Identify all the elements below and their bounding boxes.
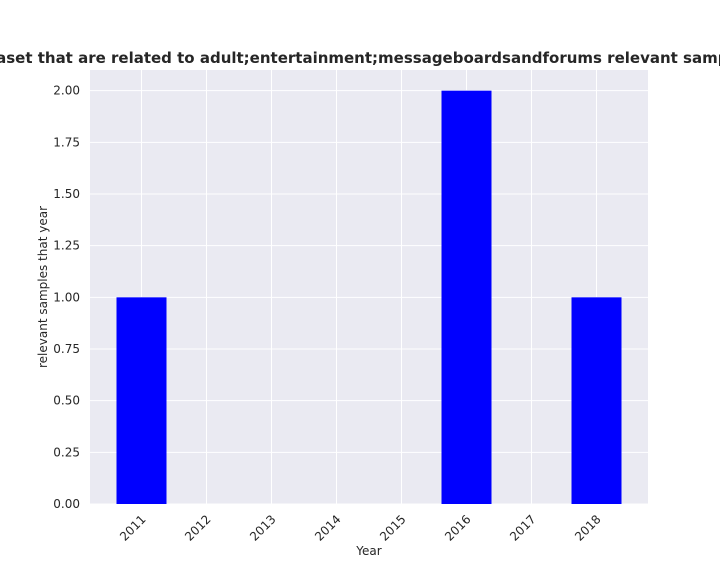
x-axis-label: Year [355,544,381,558]
y-tick-label: 1.00 [53,290,80,304]
y-tick-label: 2.00 [53,84,80,98]
x-tick-label: 2018 [572,512,603,543]
y-axis-label: relevant samples that year [36,206,50,368]
x-tick-label: 2017 [507,512,538,543]
x-tick-labels: 2011 2012 2013 2014 2015 2016 2017 2018 [117,512,603,543]
bars [116,90,622,505]
bar-2016 [441,90,492,505]
bar-2018 [571,297,622,504]
x-tick-label: 2015 [377,512,408,543]
y-tick-label: 1.25 [53,239,80,253]
y-tick-label: 1.75 [53,135,80,149]
y-tick-labels: 0.00 0.25 0.50 0.75 1.00 1.25 1.50 1.75 2.00 [53,84,80,511]
y-tick-label: 0.00 [53,497,80,511]
x-tick-label: 2016 [442,512,473,543]
x-tick-label: 2014 [312,512,343,543]
x-tick-label: 2011 [117,512,148,543]
grid [90,70,648,505]
y-tick-label: 0.25 [53,445,80,459]
y-tick-label: 1.50 [53,187,80,201]
y-tick-label: 0.75 [53,342,80,356]
x-tick-label: 2013 [247,512,278,543]
plot-area [90,70,648,504]
chart-title: Number of samples in the dataset that ar… [0,49,720,67]
bar-2011 [116,297,167,504]
x-tick-label: 2012 [182,512,213,543]
y-tick-label: 0.50 [53,394,80,408]
